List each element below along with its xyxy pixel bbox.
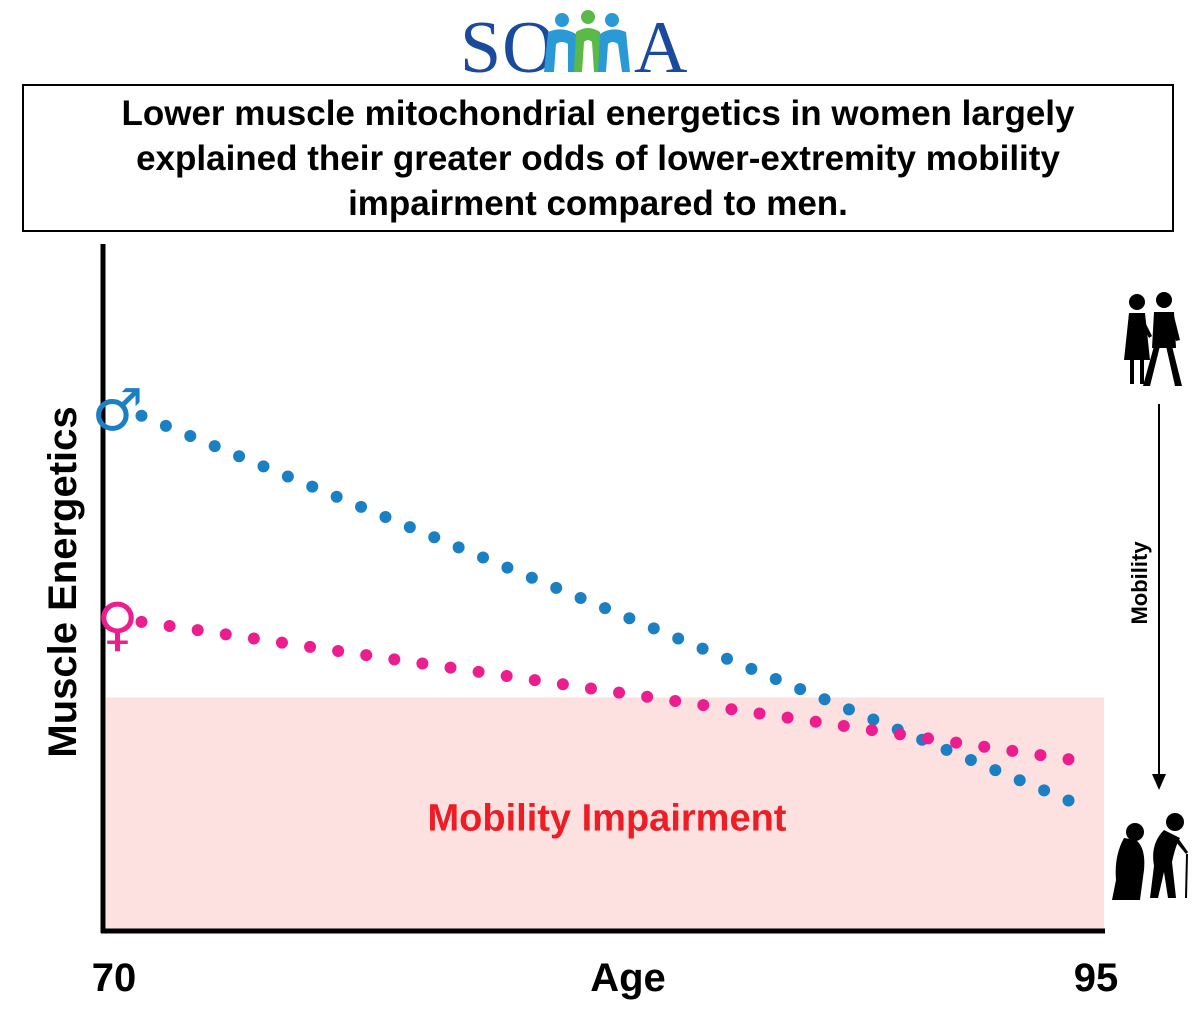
women-symbol-icon: ♀ (96, 590, 138, 658)
series-men-dot (599, 602, 611, 615)
men-symbol-icon: ♂ (91, 376, 143, 444)
walking-couple-icon (1124, 292, 1182, 386)
headline-box: Lower muscle mitochondrial energetics in… (22, 84, 1174, 232)
series-women-dot (163, 620, 176, 633)
series-men-dot (550, 581, 563, 594)
series-men-dot (1038, 784, 1051, 797)
series-men-dot (306, 480, 319, 493)
series-men-dot (940, 743, 953, 756)
series-men-dot (769, 672, 782, 685)
series-men-dot (672, 632, 685, 645)
series-men-dot (135, 409, 148, 422)
series-men-dot (355, 500, 368, 513)
series-men-dot (452, 541, 465, 554)
series-women-dot (893, 728, 906, 741)
series-men-dot (233, 450, 246, 463)
series-men-dot (720, 652, 733, 665)
series-women-dot (950, 736, 963, 749)
series-women-dot (247, 632, 260, 645)
series-women-dot (500, 669, 513, 682)
series-men-dot (525, 571, 538, 584)
series-men-dot (330, 490, 343, 503)
series-women-dot (472, 665, 485, 678)
logo-wordmark: SO (460, 7, 557, 78)
series-men-dot (647, 622, 660, 635)
series-women-dot (332, 644, 345, 657)
mobility-impairment-region (106, 697, 1104, 931)
series-men-dot (403, 521, 416, 534)
series-women-dot (781, 711, 794, 724)
series-men-dot (477, 551, 490, 564)
series-men-dot (257, 460, 270, 473)
x-tick-label-95: 95 (1074, 956, 1119, 1000)
elderly-couple-cane-icon (1112, 813, 1188, 900)
series-women-dot (978, 740, 991, 753)
cane-icon (1185, 853, 1188, 899)
series-men-dot (428, 531, 441, 544)
series-women-dot (584, 682, 597, 695)
series-men-dot (818, 693, 831, 706)
series-women-dot (1006, 744, 1019, 757)
series-women-dot (922, 732, 935, 745)
series-men-dot (159, 419, 172, 432)
series-men-dot (623, 612, 636, 625)
series-women-dot (444, 661, 457, 674)
series-women-dot (809, 715, 822, 728)
series-men-dot (1013, 774, 1026, 787)
series-women-dot (135, 615, 148, 628)
series-men-dot (281, 470, 294, 483)
series-women-dot (360, 649, 373, 662)
headline: Lower muscle mitochondrial energetics in… (121, 93, 1075, 223)
series-women-dot (837, 719, 850, 732)
y-axis-label: Muscle Energetics (41, 406, 85, 757)
mobility-label: Mobility (1127, 541, 1152, 625)
series-men-dot (745, 662, 758, 675)
series-women-dot (613, 686, 626, 699)
series-men-dot (964, 753, 977, 766)
mobility-indicator: Mobility (1112, 292, 1188, 900)
series-women-dot (1062, 753, 1075, 766)
somma-logo: SO A (440, 6, 760, 78)
series-men-dot (794, 683, 807, 696)
series-men-dot (1062, 794, 1075, 807)
x-tick-label-70: 70 (92, 956, 137, 1000)
logo-figures-icon (544, 10, 630, 72)
series-women-dot (556, 678, 569, 691)
series-men-dot (379, 510, 392, 523)
logo-wordmark-end: A (634, 7, 688, 78)
x-axis-label: Age (590, 956, 666, 1000)
mobility-impairment-label: Mobility Impairment (428, 798, 787, 840)
series-men-dot (842, 703, 855, 716)
series-men-dot (208, 440, 221, 453)
series-men-dot (696, 642, 709, 655)
series-women-dot (725, 703, 738, 716)
series-women-dot (275, 636, 288, 649)
series-women-dot (697, 699, 710, 712)
series-men-dot (867, 713, 880, 726)
series-women-dot (641, 690, 654, 703)
series-women-dot (528, 674, 541, 687)
series-women-dot (416, 657, 429, 670)
series-women-dot (1034, 749, 1047, 762)
series-women-dot (219, 628, 232, 641)
series-women-dot (669, 694, 682, 707)
series-women-dot (191, 624, 204, 637)
mobility-arrow-head-icon (1152, 774, 1166, 790)
series-men-dot (574, 591, 587, 604)
series-men-dot (184, 429, 197, 442)
series-women-dot (388, 653, 401, 666)
series-men-dot (501, 561, 514, 574)
series-women-dot (753, 707, 766, 720)
series-women: ♀ (96, 590, 1075, 766)
series-men-dot (989, 764, 1002, 777)
series-women-dot (304, 640, 317, 653)
series-women-dot (865, 724, 878, 737)
